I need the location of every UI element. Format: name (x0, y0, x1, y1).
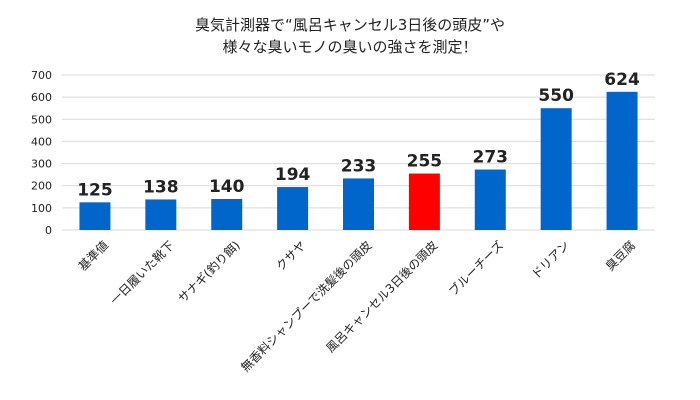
bar (79, 202, 111, 230)
y-tick-label: 600 (31, 91, 52, 104)
data-label: 140 (209, 177, 245, 197)
data-label: 194 (275, 165, 311, 185)
category-label: 風呂キャンセル3日後の頭皮 (323, 238, 440, 355)
bar (540, 108, 572, 230)
category-label: クサヤ (273, 238, 308, 273)
bar (408, 173, 440, 230)
data-label: 233 (341, 156, 377, 176)
data-label: 624 (604, 70, 640, 90)
y-tick-label: 700 (31, 69, 52, 82)
category-label: 基準値 (75, 238, 111, 274)
bar (474, 169, 506, 230)
category-label: 無香料シャンプーで洗髪後の頭皮 (237, 238, 374, 375)
y-tick-label: 400 (31, 135, 52, 148)
y-tick-label: 300 (31, 158, 52, 171)
y-tick-label: 0 (45, 224, 52, 237)
data-label: 255 (407, 152, 443, 172)
bar (606, 91, 638, 230)
bar (211, 199, 243, 230)
data-labels: 125 138 140 194 233 255 273 550 624 (77, 70, 640, 200)
bar (145, 199, 177, 230)
chart-title-line-1: 臭気計測器で“風呂キャンセル3日後の頭皮”や (195, 16, 505, 34)
data-label: 273 (473, 148, 509, 168)
bars (79, 91, 638, 230)
category-label: 一日履いた靴下 (108, 238, 177, 307)
data-label: 125 (77, 180, 113, 200)
category-label: サナギ(釣り餌) (175, 238, 243, 306)
y-tick-label: 100 (31, 202, 52, 215)
y-tick-label: 500 (31, 113, 52, 126)
bar (343, 178, 374, 230)
category-label: 臭豆腐 (602, 238, 638, 274)
chart-title-line-2: 様々な臭いモノの臭いの強さを測定！ (222, 38, 477, 56)
category-label: ブルーチーズ (445, 238, 506, 299)
category-label: ドリアン (529, 238, 573, 282)
y-tick-label: 200 (31, 180, 52, 193)
bar (277, 187, 309, 230)
data-label: 138 (143, 177, 179, 197)
data-label: 550 (538, 86, 574, 106)
y-axis-tick-labels: 0 100 200 300 400 500 600 700 (31, 69, 52, 237)
